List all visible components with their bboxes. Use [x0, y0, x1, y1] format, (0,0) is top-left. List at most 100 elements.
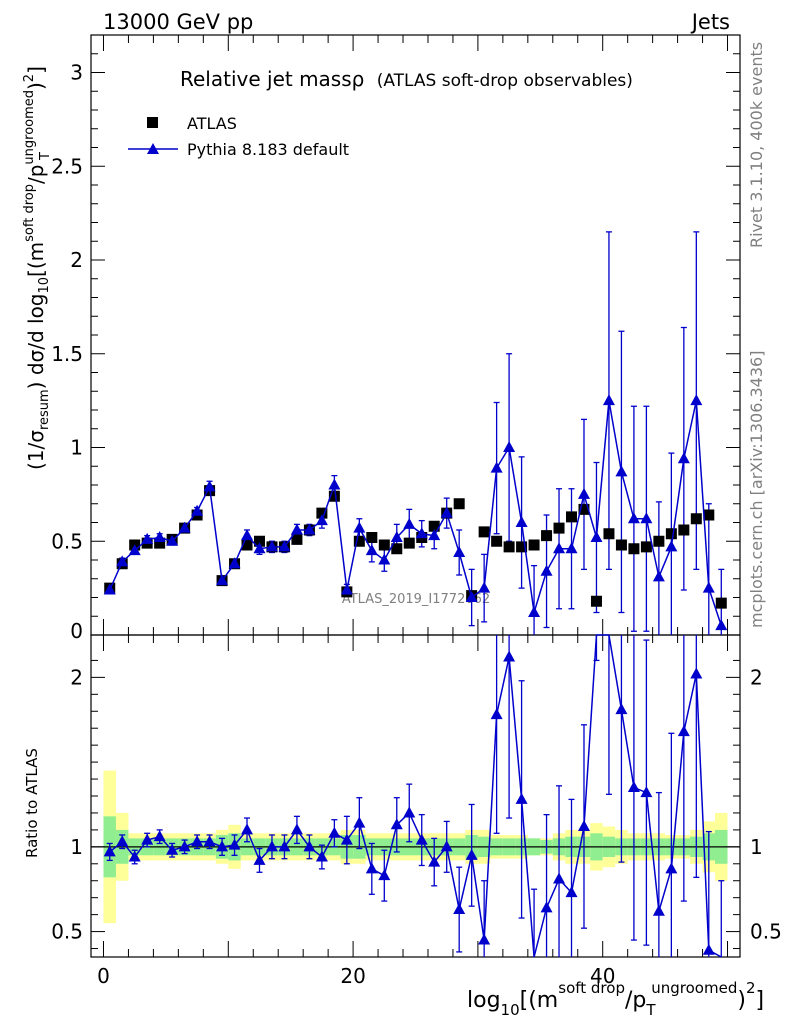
- mc-point: [553, 542, 566, 554]
- ratio-point: [241, 823, 254, 835]
- atlas-data-point: [690, 513, 702, 525]
- atlas-data-point: [678, 524, 690, 536]
- atlas-data-point: [715, 597, 727, 609]
- mc-point: [253, 542, 266, 554]
- atlas-data-point: [328, 490, 340, 502]
- ratio-point: [577, 820, 590, 832]
- atlas-data-point: [528, 539, 540, 551]
- mc-point: [116, 555, 129, 567]
- atlas-data-point: [478, 526, 490, 538]
- atlas-data-point: [491, 535, 503, 547]
- mc-point: [415, 527, 428, 539]
- mc-point: [627, 512, 640, 524]
- ratio-point: [178, 840, 191, 852]
- atlas-data-point: [291, 533, 303, 545]
- mc-point: [440, 506, 453, 518]
- ratio-point: [453, 903, 466, 915]
- mc-point: [303, 523, 316, 535]
- legend-mc-marker: [147, 143, 159, 154]
- atlas-data-point: [553, 522, 565, 534]
- mc-point: [315, 514, 328, 526]
- ratio-point: [440, 840, 453, 852]
- mc-point: [503, 441, 516, 452]
- legend-mc-label: Pythia 8.183 default: [187, 140, 349, 159]
- atlas-data-point: [566, 511, 578, 523]
- ratio-point: [665, 862, 678, 874]
- mc-point: [640, 512, 653, 524]
- ratio-point: [353, 816, 366, 828]
- ratio-point: [690, 667, 703, 679]
- ratio-line: [109, 634, 722, 958]
- ratio-point: [378, 869, 391, 881]
- atlas-data-point: [316, 507, 328, 519]
- mc-point: [290, 523, 303, 535]
- mc-point: [191, 504, 204, 516]
- mc-point: [490, 461, 503, 473]
- ratio-series: [103, 634, 725, 958]
- mc-point: [353, 521, 366, 533]
- mc-point: [428, 529, 441, 541]
- mc-point: [465, 591, 478, 602]
- ratio-y-tick-label-right: 1: [750, 835, 763, 859]
- mc-point: [153, 531, 166, 542]
- ratio-y-tick-label-right: 2: [750, 665, 763, 689]
- ratio-point: [328, 826, 341, 838]
- mc-point: [602, 394, 615, 406]
- atlas-data-point: [703, 509, 715, 521]
- ratio-point: [278, 840, 291, 852]
- ratio-point: [553, 872, 566, 884]
- atlas-data-point: [628, 543, 640, 555]
- ratio-point: [702, 943, 715, 955]
- mc-point: [577, 487, 590, 499]
- mc-point: [378, 553, 391, 565]
- ratio-point: [265, 840, 278, 852]
- ratio-point: [503, 650, 516, 662]
- mc-point: [228, 557, 241, 569]
- x-tick-label: 0: [97, 964, 110, 988]
- x-axis: 0 20 40: [97, 35, 729, 988]
- ratio-point: [390, 818, 403, 830]
- ratio-point: [228, 838, 241, 850]
- mc-error-bars: [106, 231, 725, 635]
- ratio-point: [128, 850, 141, 862]
- y-axis-label: (1/σresum) dσ/d log10[(msoft drop/pungro…: [22, 66, 53, 470]
- ratio-point: [540, 901, 553, 913]
- source-label: mcplots.cern.ch [arXiv:1306.3436]: [747, 351, 766, 628]
- mc-point: [702, 581, 715, 593]
- ratio-y-axis-label: Ratio to ATLAS: [23, 748, 41, 858]
- mc-point: [715, 619, 728, 631]
- main-y-tick-label: 1.5: [51, 342, 83, 366]
- mc-point: [390, 531, 403, 542]
- main-y-zero-label: 0: [70, 619, 83, 643]
- title-sub: (ATLAS soft-drop observables): [377, 71, 633, 91]
- ratio-point: [191, 835, 204, 847]
- main-y-tick-label: 0.5: [51, 529, 83, 553]
- mc-point: [615, 465, 628, 477]
- mc-point: [565, 542, 578, 554]
- mc-point: [528, 606, 541, 617]
- ratio-point: [428, 855, 441, 867]
- ratio-y-axis: 0.5 0.5 1 1 2 2: [51, 659, 782, 950]
- atlas-data-point: [590, 595, 602, 607]
- mc-point: [652, 570, 665, 582]
- ratio-point: [141, 833, 154, 845]
- legend-data-marker: [147, 117, 158, 128]
- mc-point: [340, 583, 353, 595]
- mc-point: [178, 521, 191, 533]
- ratio-point: [365, 862, 378, 874]
- analysis-watermark: ATLAS_2019_I1772062: [342, 592, 490, 607]
- main-y-tick-label: 1: [70, 436, 83, 460]
- atlas-data-point: [353, 535, 365, 547]
- energy-label: 13000 GeV pp: [103, 10, 253, 34]
- mc-point: [265, 540, 278, 552]
- mc-point: [128, 544, 141, 556]
- ratio-y-tick-label-right: 0.5: [750, 920, 782, 944]
- atlas-data-point: [516, 541, 528, 553]
- mc-point: [478, 581, 491, 593]
- legend: ATLAS Pythia 8.183 default: [128, 114, 349, 159]
- ratio-point: [403, 806, 416, 818]
- chart-title: Relative jet massρ (ATLAS soft-drop obse…: [180, 67, 633, 91]
- ratio-point: [303, 840, 316, 852]
- mc-point: [590, 531, 603, 542]
- mc-point: [365, 544, 378, 556]
